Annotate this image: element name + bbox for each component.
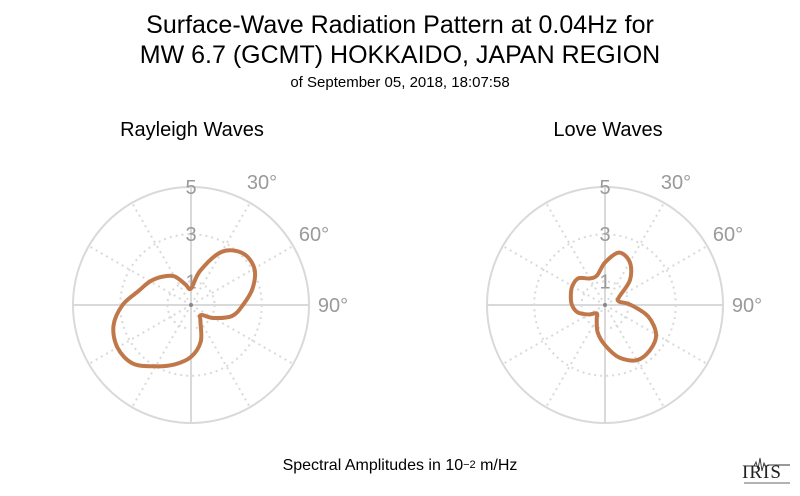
chart-subtitle: of September 05, 2018, 18:07:58 [290,74,510,91]
footer-exponent: −2 [463,459,476,471]
rayleigh-radial-label-1: 1 [185,271,196,293]
rayleigh-angle-label-90: 90° [318,295,348,317]
love-radiation-pattern [568,250,659,363]
rayleigh-spoke-240 [88,304,192,365]
rayleigh-spoke-330 [131,202,192,306]
rayleigh-spoke-30 [190,202,251,306]
rayleigh-spoke-210 [131,304,192,408]
seismogram-icon [744,457,790,484]
rayleigh-plot-title: Rayleigh Waves [120,119,264,141]
love-spoke-300 [502,245,606,306]
love-angle-label-90: 90° [732,295,762,317]
rayleigh-center-dot [189,303,193,307]
love-radial-label-1: 1 [599,271,610,293]
rayleigh-spoke-300 [88,245,192,306]
rayleigh-angle-label-60: 60° [299,224,329,246]
rayleigh-radiation-pattern [111,248,258,369]
love-spoke-120 [604,304,708,365]
footer-prefix: Spectral Amplitudes in 10 [282,457,464,474]
footer-suffix: m/Hz [475,457,518,474]
logo-text: IRIS [742,462,782,483]
love-angle-label-60: 60° [713,224,743,246]
love-spoke-330 [545,202,606,306]
chart-title-line2: MW 6.7 (GCMT) HOKKAIDO, JAPAN REGION [139,41,661,69]
love-spoke-150 [604,304,665,408]
rayleigh-angle-label-30: 30° [247,172,277,194]
footer-units: Spectral Amplitudes in 10−2 m/Hz [0,454,800,479]
love-radial-label-3: 3 [599,224,610,246]
iris-logo: IRIS [742,456,792,486]
love-plot-title: Love Waves [553,119,663,141]
love-radial-label-5: 5 [599,177,610,199]
love-center-dot [603,303,607,307]
rayleigh-radial-label-3: 3 [185,224,196,246]
love-angle-label-30: 30° [661,172,691,194]
chart-title-line1: Surface-Wave Radiation Pattern at 0.04Hz… [146,11,654,39]
rayleigh-radial-label-5: 5 [185,177,196,199]
love-spoke-30 [604,202,665,306]
rayleigh-spoke-60 [190,245,294,306]
